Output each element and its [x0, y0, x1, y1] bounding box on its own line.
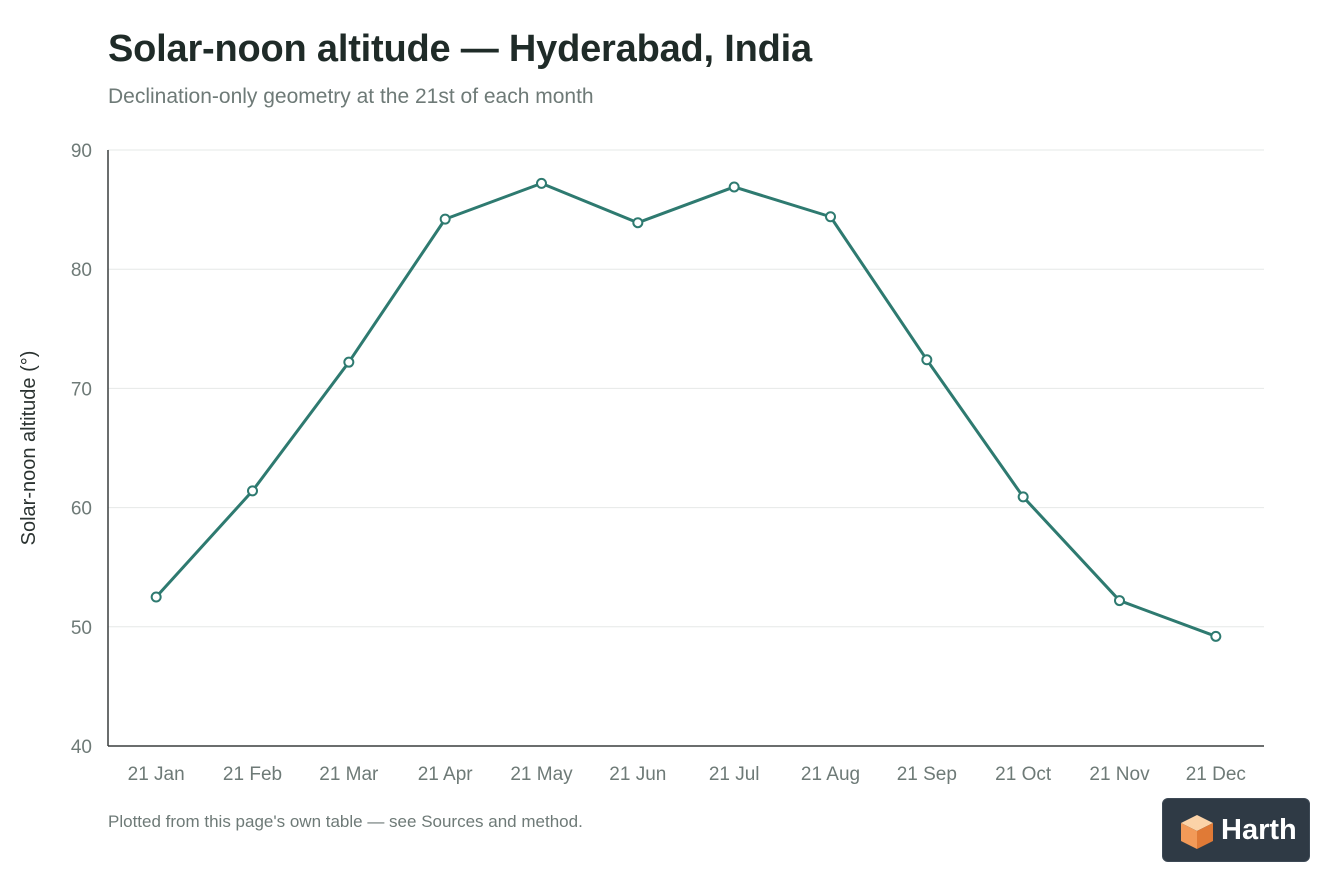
y-axis-title: Solar-noon altitude (°) [18, 351, 40, 546]
data-point [632, 217, 644, 229]
x-tick-label: 21 Jul [709, 764, 760, 785]
data-point [150, 591, 162, 603]
x-tick-label: 21 Oct [995, 764, 1052, 785]
data-point [1017, 491, 1029, 503]
data-point [825, 211, 836, 223]
x-tick-label: 21 Dec [1186, 764, 1246, 785]
brand-name: Harth [1221, 814, 1297, 846]
x-tick-label: 21 Feb [223, 764, 282, 785]
data-point [439, 213, 451, 225]
data-point [343, 356, 355, 368]
data-point [1210, 630, 1222, 642]
x-tick-label: 21 Apr [418, 764, 474, 785]
y-tick-label: 50 [71, 618, 92, 639]
y-tick-label: 70 [71, 379, 92, 400]
x-tick-label: 21 Jan [128, 764, 185, 785]
y-tick-label: 90 [71, 141, 92, 162]
x-tick-label: 21 Aug [801, 764, 860, 785]
y-tick-label: 60 [71, 499, 92, 520]
data-point [247, 485, 258, 497]
x-tick-label: 21 Mar [319, 764, 379, 785]
harth-cube-logo-icon [1181, 815, 1213, 849]
x-tick-label: 21 May [510, 764, 573, 785]
chart-footnote: Plotted from this page's own table — see… [108, 812, 583, 831]
x-tick-label: 21 Sep [897, 764, 957, 785]
x-tick-label: 21 Nov [1089, 764, 1150, 785]
chart-subtitle: Declination-only geometry at the 21st of… [108, 85, 594, 108]
y-tick-label: 40 [71, 737, 92, 758]
data-point [536, 177, 547, 189]
chart-title: Solar-noon altitude — Hyderabad, India [108, 28, 812, 70]
data-point [1114, 595, 1125, 607]
x-tick-label: 21 Jun [609, 764, 666, 785]
data-point [728, 181, 740, 193]
harth-logo-badge[interactable]: Harth [1162, 798, 1310, 862]
y-tick-label: 80 [71, 260, 92, 281]
data-point [921, 354, 933, 366]
series-line [154, 181, 1218, 638]
